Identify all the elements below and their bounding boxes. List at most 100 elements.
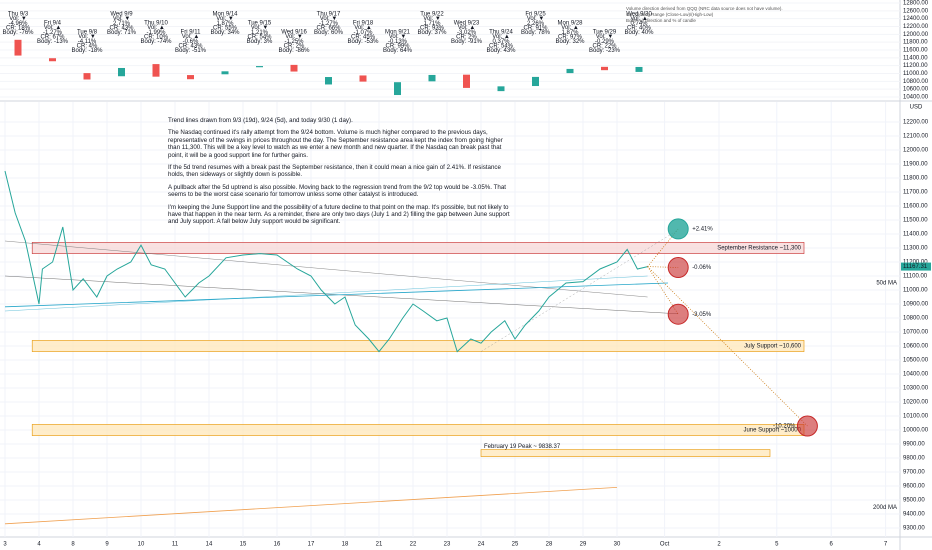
zone-label: February 19 Peak ~ 9838.37 bbox=[484, 444, 561, 450]
day-card-text: CR: 10% bbox=[144, 34, 169, 40]
zone-label: September Resistance ~11,300 bbox=[717, 246, 801, 252]
zone bbox=[31, 424, 805, 436]
day-card-text: -0.6% bbox=[183, 39, 199, 45]
note: Body: +/- direction and % of candle bbox=[626, 18, 696, 23]
trend-line bbox=[4, 275, 648, 312]
day-card-text: -3.02% bbox=[457, 30, 477, 36]
day-card-text: Body: 64% bbox=[383, 48, 413, 54]
text-block: Trend lines drawn from 9/3 (19d), 9/24 (… bbox=[168, 117, 513, 231]
candle-body bbox=[49, 58, 56, 62]
y-tick-label: 10600.00 bbox=[903, 87, 929, 93]
day-card-text: Fri 9/18 bbox=[353, 21, 374, 27]
day-card-text: CR: 2% bbox=[456, 34, 477, 40]
day-card-text: Vol: ▼ bbox=[285, 34, 303, 40]
day-card-text: CR: 91% bbox=[523, 25, 548, 31]
day-card-text: Body: 40% bbox=[624, 30, 654, 36]
y-tick-label: 9600.00 bbox=[903, 484, 925, 490]
x-tick-label: 9 bbox=[105, 542, 109, 548]
zone bbox=[31, 242, 805, 254]
day-card-text: Thu 9/10 bbox=[144, 21, 168, 27]
day-card-text: Vol: ▲ bbox=[630, 16, 648, 22]
day-card-text: Body: 60% bbox=[314, 30, 344, 36]
projection-label: -3.05% bbox=[692, 312, 712, 318]
y-tick-label: 9800.00 bbox=[903, 456, 925, 462]
day-card-text: -1.99% bbox=[146, 30, 166, 36]
x-tick-label: 21 bbox=[376, 542, 383, 548]
y-tick-label: 11700.00 bbox=[903, 190, 928, 196]
day-card-text: Body: 37% bbox=[417, 30, 447, 36]
day-card-text: CR: 93% bbox=[420, 25, 445, 31]
day-card-text: Vol: ▼ bbox=[78, 34, 96, 40]
x-tick-label: 10 bbox=[138, 542, 145, 548]
day-card-text: Tue 9/29 bbox=[593, 30, 617, 36]
day-card-text: Body: -74% bbox=[140, 39, 172, 45]
projection-target bbox=[667, 303, 689, 325]
day-card-text: -4.11% bbox=[78, 39, 97, 45]
x-tick-label: 24 bbox=[478, 542, 485, 548]
y-tick-label: 10100.00 bbox=[903, 414, 929, 420]
day-card-text: Wed 9/23 bbox=[454, 21, 480, 27]
y-tick-label: 10000.00 bbox=[903, 428, 929, 434]
y-tick-label: 11600.00 bbox=[903, 204, 928, 210]
day-card-text: 1.71% bbox=[423, 21, 441, 27]
day-card-text: Body: -18% bbox=[71, 48, 103, 54]
day-card-text: Fri 9/11 bbox=[181, 30, 202, 36]
x-tick-label: 7 bbox=[884, 542, 888, 548]
day-card-text: CR: 22% bbox=[592, 43, 617, 49]
day-card-text: 2.26% bbox=[527, 21, 545, 27]
x-tick-label: 3 bbox=[3, 542, 7, 548]
candle-body bbox=[221, 71, 229, 75]
day-card-text: Mon 9/28 bbox=[557, 21, 583, 27]
note: Volume direction derived from QQQ (NRC d… bbox=[626, 6, 783, 11]
note: CR: Closing Range (Close-Low)/(High-Low) bbox=[626, 12, 714, 17]
day-card-text: 0.37% bbox=[492, 39, 510, 45]
candle-body bbox=[152, 64, 160, 77]
day-card-text: Vol: ▼ bbox=[389, 34, 407, 40]
day-card-text: 2.71% bbox=[113, 21, 131, 27]
candle-body bbox=[359, 75, 367, 82]
y-tick-label: 9700.00 bbox=[903, 470, 925, 476]
day-card-text: CR: 43% bbox=[178, 43, 203, 49]
day-card-text: Vol: ▼ bbox=[216, 16, 234, 22]
day-card-text: Vol: ▲ bbox=[458, 25, 476, 31]
day-card-text: Mon 9/14 bbox=[212, 12, 238, 18]
y-tick-label: 10600.00 bbox=[903, 344, 929, 350]
price-tag bbox=[901, 262, 931, 271]
x-tick-label: 5 bbox=[775, 542, 779, 548]
projection-line bbox=[647, 266, 808, 427]
candle-body bbox=[14, 39, 22, 56]
candle-body bbox=[325, 77, 332, 85]
x-tick-label: 4 bbox=[37, 542, 41, 548]
x-tick-label: 22 bbox=[410, 542, 417, 548]
day-card-text: -1.27% bbox=[319, 21, 339, 27]
candle-body bbox=[83, 73, 91, 80]
y-tick-label: 11400.00 bbox=[903, 232, 928, 238]
zone bbox=[31, 340, 805, 352]
y-tick-label: 11800.00 bbox=[903, 40, 928, 46]
y-tick-label: 10800.00 bbox=[903, 316, 929, 322]
day-card-text: -4.96% bbox=[8, 21, 28, 27]
y-tick-label: 9400.00 bbox=[903, 512, 925, 518]
day-card-text: Vol: ▼ bbox=[423, 16, 441, 22]
day-card-text: 1.87% bbox=[561, 30, 579, 36]
day-card-text: Thu 9/17 bbox=[317, 12, 341, 18]
notes: Volume direction derived from QQQ (NRC d… bbox=[626, 6, 783, 24]
day-card-text: Body: -76% bbox=[2, 30, 34, 36]
day-card-text: CR: 97% bbox=[558, 34, 583, 40]
day-card-text: CR: 18% bbox=[6, 25, 31, 31]
day-card-text: Body: 34% bbox=[210, 30, 240, 36]
projection-line bbox=[647, 266, 679, 315]
day-card-text: 1.87% bbox=[216, 21, 234, 27]
day-card-text: Vol: ▼ bbox=[320, 16, 338, 22]
x-tick-label: 17 bbox=[308, 542, 315, 548]
x-tick-label: 29 bbox=[580, 542, 587, 548]
day-card-text: Vol: ▼ bbox=[596, 34, 614, 40]
day-card-text: Tue 9/22 bbox=[420, 12, 444, 18]
y-tick-label: 12000.00 bbox=[903, 32, 929, 38]
paragraph: If the 5d trend resumes with a break pas… bbox=[168, 164, 501, 179]
day-card-text: Vol: ▼ bbox=[9, 16, 27, 22]
y-tick-label: 10400.00 bbox=[903, 372, 929, 378]
day-card-text: Wed 9/30 bbox=[626, 12, 652, 18]
x-tick-label: 15 bbox=[240, 542, 247, 548]
